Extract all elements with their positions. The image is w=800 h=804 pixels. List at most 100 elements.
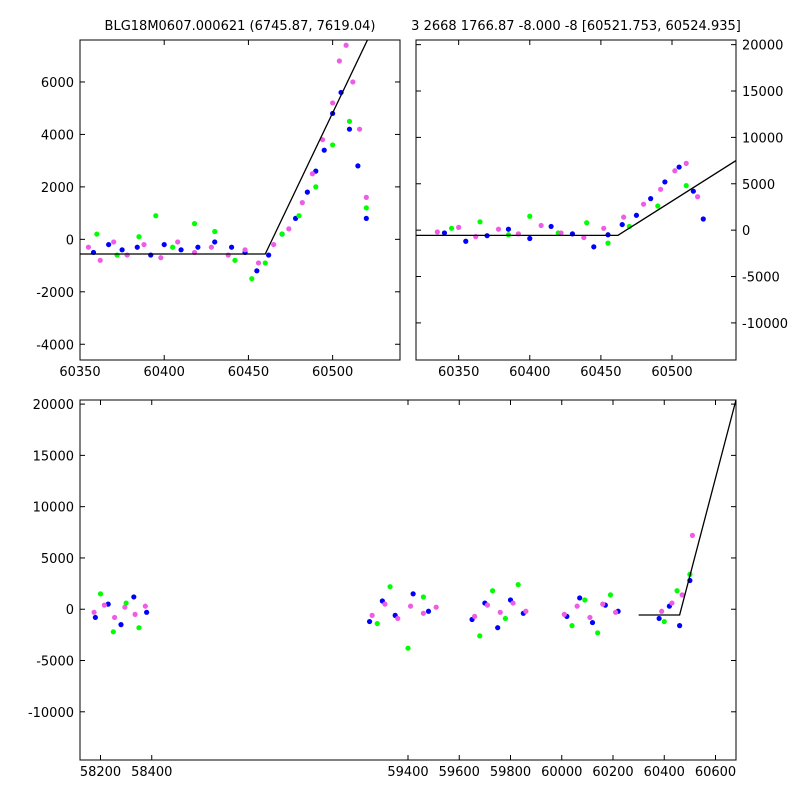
data-point (229, 245, 234, 250)
data-point (106, 242, 111, 247)
data-point (195, 245, 200, 250)
data-point (506, 227, 511, 232)
data-point (634, 213, 639, 218)
data-point (271, 242, 276, 247)
x-tick-label: 60400 (509, 365, 550, 380)
data-point (613, 610, 618, 615)
data-point (387, 584, 392, 589)
x-tick-label: 59600 (439, 765, 480, 780)
data-point (659, 609, 664, 614)
data-point (122, 605, 127, 610)
data-point (674, 588, 679, 593)
data-point (280, 231, 285, 236)
plot-frame (80, 40, 400, 360)
data-point (111, 629, 116, 634)
data-point (350, 79, 355, 84)
data-point (605, 241, 610, 246)
data-point (131, 594, 136, 599)
data-point (330, 100, 335, 105)
model-line (639, 400, 736, 615)
y-tick-label: 20000 (33, 398, 74, 413)
data-point (112, 615, 117, 620)
data-point (434, 605, 439, 610)
data-point (382, 602, 387, 607)
data-point (600, 602, 605, 607)
y-tick-label: 4000 (41, 128, 74, 143)
data-point (136, 625, 141, 630)
data-point (456, 225, 461, 230)
x-tick-label: 60350 (438, 365, 479, 380)
data-point (135, 245, 140, 250)
y-tick-label: -4000 (36, 338, 74, 353)
data-points (91, 533, 695, 651)
data-point (490, 588, 495, 593)
x-tick-label: 59800 (490, 765, 531, 780)
figure-canvas: 60350 60400 60450 60500-4000-20000200040006… (0, 0, 800, 800)
data-point (232, 258, 237, 263)
y-tick-label: -5000 (742, 271, 780, 286)
data-point (684, 183, 689, 188)
data-point (582, 597, 587, 602)
data-point (510, 600, 515, 605)
data-point (657, 616, 662, 621)
data-point (463, 239, 468, 244)
x-tick-label: 60600 (695, 765, 736, 780)
data-point (648, 196, 653, 201)
data-point (577, 595, 582, 600)
data-point (435, 229, 440, 234)
data-point (503, 616, 508, 621)
data-point (300, 200, 305, 205)
data-point (364, 216, 369, 221)
data-point (91, 610, 96, 615)
x-tick-label: 60450 (580, 365, 621, 380)
data-point (695, 194, 700, 199)
data-point (364, 195, 369, 200)
data-point (143, 604, 148, 609)
data-point (595, 630, 600, 635)
data-point (641, 202, 646, 207)
data-point (347, 127, 352, 132)
y-tick-label: 10000 (742, 131, 783, 146)
x-tick-label: 60000 (541, 765, 582, 780)
data-point (355, 163, 360, 168)
panel-top-right: 60350 60400 60450 60500 -10000 -5000 0 5000 1000… (411, 19, 788, 380)
data-point (477, 219, 482, 224)
data-point (313, 184, 318, 189)
data-point (549, 224, 554, 229)
chart-title: BLG18M0607.000621 (6745.87, 7619.04) (105, 19, 376, 34)
data-point (98, 258, 103, 263)
data-point (364, 205, 369, 210)
y-tick-label: 15000 (33, 449, 74, 464)
data-point (575, 604, 580, 609)
y-tick-label: 10000 (33, 501, 74, 516)
data-point (426, 609, 431, 614)
data-point (192, 221, 197, 226)
chart-title: 3 2668 1766.87 -8.000 -8 [60521.753, 605… (411, 19, 741, 34)
data-point (98, 591, 103, 596)
data-point (496, 227, 501, 232)
data-point (658, 187, 663, 192)
plot-frame (80, 400, 736, 760)
data-point (93, 615, 98, 620)
data-point (296, 213, 301, 218)
data-point (449, 226, 454, 231)
data-point (132, 612, 137, 617)
y-tick-label: 0 (66, 233, 74, 248)
data-point (357, 127, 362, 132)
x-tick-label: 60350 (59, 365, 100, 380)
data-point (408, 604, 413, 609)
data-point (286, 226, 291, 231)
data-point (337, 58, 342, 63)
x-tick-label: 60500 (312, 365, 353, 380)
y-tick-label: -10000 (742, 317, 788, 332)
data-point (539, 223, 544, 228)
data-point (701, 216, 706, 221)
x-tick-label: 60400 (144, 365, 185, 380)
y-tick-label: 6000 (41, 76, 74, 91)
y-tick-label: 20000 (742, 39, 783, 54)
data-point (375, 621, 380, 626)
data-point (690, 533, 695, 538)
data-point (330, 142, 335, 147)
model-line (80, 0, 400, 254)
data-point (153, 213, 158, 218)
